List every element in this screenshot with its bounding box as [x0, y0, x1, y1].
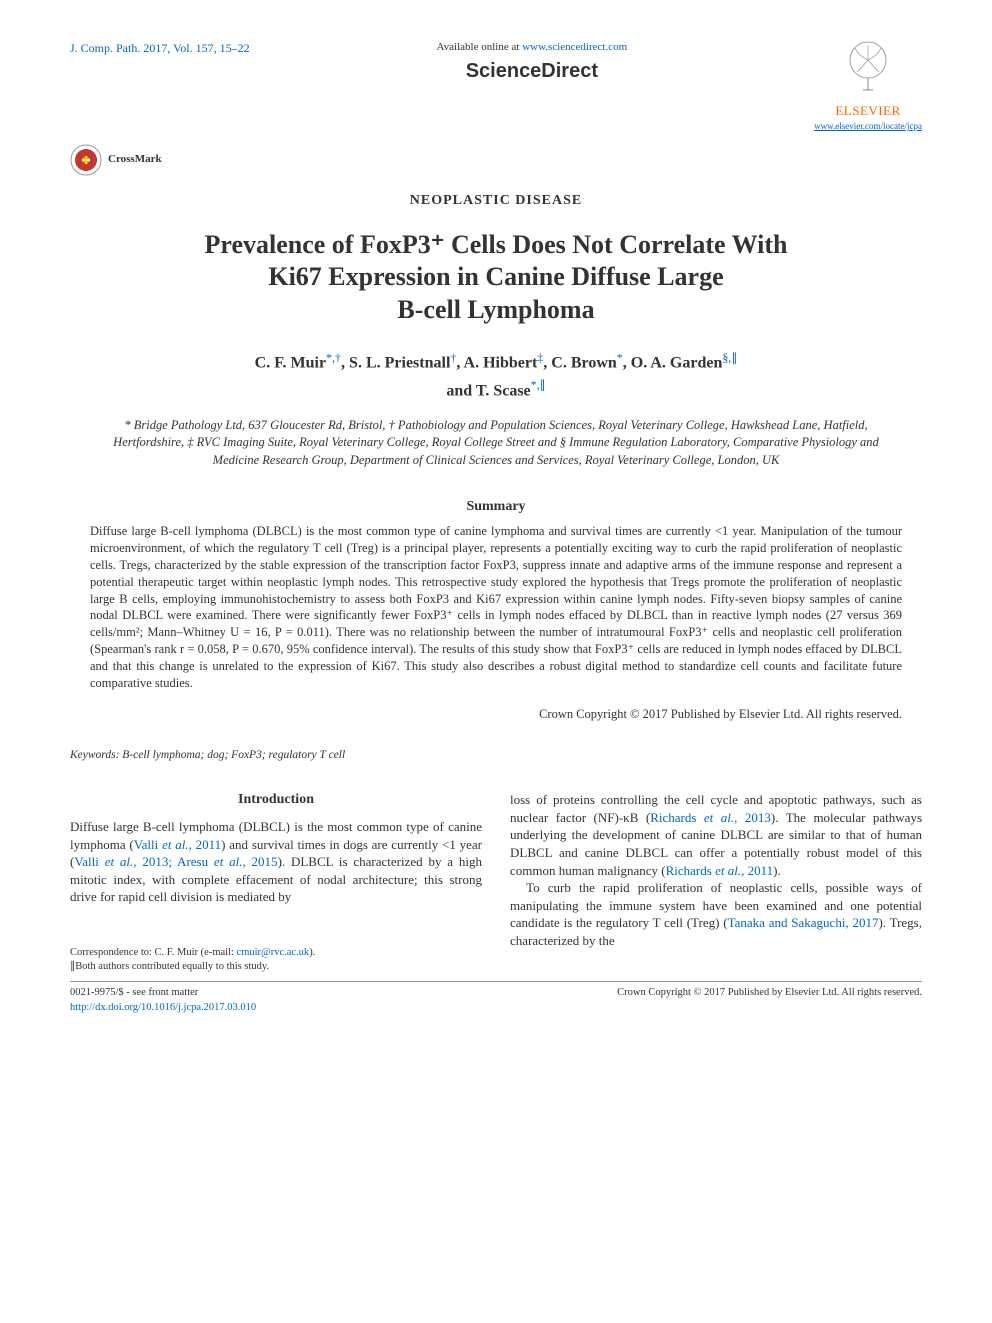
page-footer: 0021-9975/$ - see front matter http://dx…	[70, 981, 922, 1015]
article-body: Introduction Diffuse large B-cell lympho…	[70, 791, 922, 973]
summary-heading: Summary	[70, 497, 922, 517]
intro-paragraph-2: loss of proteins controlling the cell cy…	[510, 791, 922, 949]
crossmark-icon	[70, 144, 102, 176]
elsevier-name: ELSEVIER	[814, 102, 922, 120]
article-section: NEOPLASTIC DISEASE	[70, 191, 922, 211]
page-header: J. Comp. Path. 2017, Vol. 157, 15–22 Ava…	[70, 40, 922, 134]
sciencedirect-link[interactable]: www.sciencedirect.com	[522, 41, 627, 53]
availability-line: Available online at www.sciencedirect.co…	[437, 40, 628, 55]
correspondence-email[interactable]: cmuir@rvc.ac.uk	[237, 947, 310, 958]
sciencedirect-block: Available online at www.sciencedirect.co…	[437, 40, 628, 85]
authors-line-2: and T. Scase*,∥	[446, 382, 545, 399]
introduction-heading: Introduction	[70, 791, 482, 810]
intro-paragraph-1: Diffuse large B-cell lymphoma (DLBCL) is…	[70, 818, 482, 906]
elsevier-tree-icon	[843, 40, 893, 95]
keywords: Keywords: B-cell lymphoma; dog; FoxP3; r…	[70, 747, 922, 763]
footnotes: Correspondence to: C. F. Muir (e-mail: c…	[70, 946, 482, 973]
column-right: loss of proteins controlling the cell cy…	[510, 791, 922, 973]
keywords-label: Keywords:	[70, 749, 119, 761]
elsevier-block: ELSEVIER www.elsevier.com/locate/jcpa	[814, 40, 922, 134]
column-left: Introduction Diffuse large B-cell lympho…	[70, 791, 482, 973]
doi-link[interactable]: http://dx.doi.org/10.1016/j.jcpa.2017.03…	[70, 1002, 256, 1013]
correspondence-line: Correspondence to: C. F. Muir (e-mail: c…	[70, 946, 482, 960]
affiliations: * Bridge Pathology Ltd, 637 Gloucester R…	[100, 417, 892, 470]
footer-left: 0021-9975/$ - see front matter http://dx…	[70, 986, 256, 1015]
crossmark-badge[interactable]: CrossMark	[70, 144, 922, 176]
authors-line-1: C. F. Muir*,†, S. L. Priestnall†, A. Hib…	[255, 355, 738, 372]
issn-line: 0021-9975/$ - see front matter	[70, 986, 256, 1001]
footer-copyright: Crown Copyright © 2017 Published by Else…	[617, 986, 922, 1015]
article-title: Prevalence of FoxP3⁺ Cells Does Not Corr…	[90, 229, 902, 327]
crossmark-label: CrossMark	[108, 152, 162, 167]
summary-copyright: Crown Copyright © 2017 Published by Else…	[90, 706, 902, 724]
equal-contribution-note: ∥Both authors contributed equally to thi…	[70, 960, 482, 974]
keywords-list: B-cell lymphoma; dog; FoxP3; regulatory …	[122, 749, 345, 761]
author-list: C. F. Muir*,†, S. L. Priestnall†, A. Hib…	[70, 348, 922, 403]
elsevier-journal-link[interactable]: www.elsevier.com/locate/jcpa	[814, 121, 922, 131]
sciencedirect-logo: ScienceDirect	[437, 57, 628, 85]
summary-body: Diffuse large B-cell lymphoma (DLBCL) is…	[90, 523, 902, 692]
journal-citation: J. Comp. Path. 2017, Vol. 157, 15–22	[70, 40, 250, 57]
